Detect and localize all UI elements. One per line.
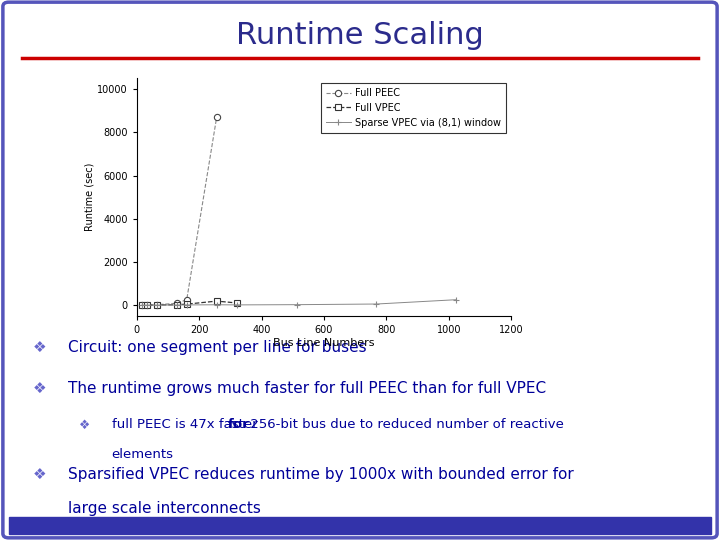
Sparse VPEC via (8,1) window [153, 302, 161, 308]
Sparse VPEC via (8,1) window [143, 302, 151, 308]
Text: ❖: ❖ [79, 418, 91, 431]
Text: Circuit: one segment per line for buses: Circuit: one segment per line for buses [68, 340, 367, 355]
Text: ❖: ❖ [32, 381, 46, 396]
Sparse VPEC via (8,1) window [233, 302, 241, 308]
Full VPEC [153, 302, 161, 308]
Legend: Full PEEC, Full VPEC, Sparse VPEC via (8,1) window: Full PEEC, Full VPEC, Sparse VPEC via (8… [321, 83, 506, 133]
Full PEEC [172, 300, 181, 307]
Text: for: for [228, 418, 250, 431]
Full PEEC [153, 301, 161, 308]
Text: full PEEC is 47x faster: full PEEC is 47x faster [112, 418, 261, 431]
Line: Full VPEC: Full VPEC [139, 298, 240, 308]
Text: Sparsified VPEC reduces runtime by 1000x with bounded error for: Sparsified VPEC reduces runtime by 1000x… [68, 467, 574, 482]
Y-axis label: Runtime (sec): Runtime (sec) [84, 163, 94, 231]
Sparse VPEC via (8,1) window [372, 301, 381, 307]
Text: ❖: ❖ [32, 467, 46, 482]
Full PEEC [212, 114, 221, 120]
X-axis label: Bus Line Numbers: Bus Line Numbers [274, 338, 374, 348]
Text: Runtime Scaling: Runtime Scaling [236, 21, 484, 50]
Text: 256-bit bus due to reduced number of reactive: 256-bit bus due to reduced number of rea… [246, 418, 563, 431]
Sparse VPEC via (8,1) window [172, 302, 181, 308]
Full PEEC [138, 302, 146, 308]
Sparse VPEC via (8,1) window [452, 296, 461, 303]
Full VPEC [233, 300, 241, 306]
Text: large scale interconnects: large scale interconnects [68, 501, 261, 516]
Full PEEC [143, 302, 151, 308]
Line: Full PEEC: Full PEEC [139, 114, 220, 308]
Sparse VPEC via (8,1) window [182, 302, 191, 308]
Line: Sparse VPEC via (8,1) window: Sparse VPEC via (8,1) window [139, 297, 459, 308]
Sparse VPEC via (8,1) window [138, 302, 146, 308]
Text: The runtime grows much faster for full PEEC than for full VPEC: The runtime grows much faster for full P… [68, 381, 546, 396]
Sparse VPEC via (8,1) window [212, 301, 221, 308]
Full VPEC [212, 298, 221, 305]
Text: elements: elements [112, 448, 174, 461]
Text: ❖: ❖ [32, 340, 46, 355]
Full VPEC [143, 302, 151, 308]
Full VPEC [138, 302, 146, 308]
Full PEEC [182, 296, 191, 303]
Full VPEC [172, 301, 181, 308]
Bar [9, 517, 711, 534]
Sparse VPEC via (8,1) window [292, 301, 301, 308]
FancyBboxPatch shape [3, 2, 717, 538]
Full VPEC [182, 301, 191, 307]
